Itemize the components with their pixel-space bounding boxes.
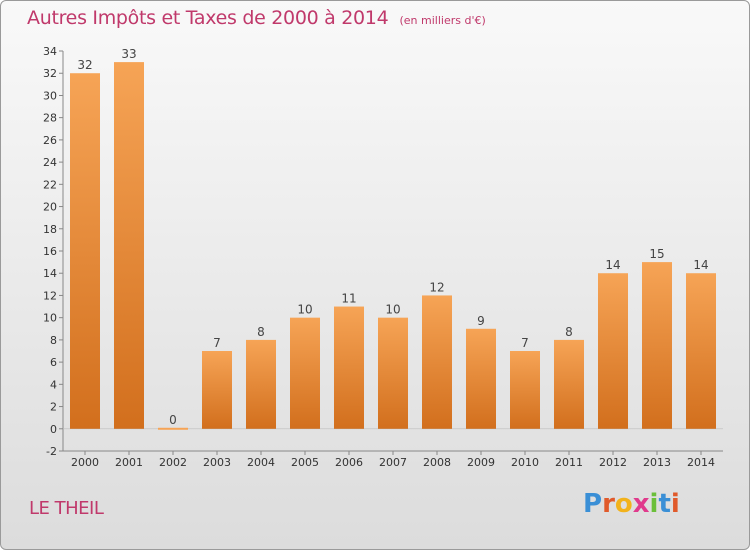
brand-letter: i: [670, 489, 680, 519]
x-tick-label: 2007: [379, 456, 407, 469]
value-label: 8: [257, 325, 265, 339]
y-tick-label: 28: [43, 112, 57, 125]
bar-2013: [642, 262, 672, 429]
value-label: 33: [121, 47, 136, 61]
bar-2002: [158, 427, 188, 430]
y-tick-label: 4: [50, 378, 57, 391]
x-tick-label: 2005: [291, 456, 319, 469]
x-tick-label: 2001: [115, 456, 143, 469]
bar-2010: [510, 351, 540, 429]
value-label: 14: [605, 258, 620, 272]
title-row: Autres Impôts et Taxes de 2000 à 2014 (e…: [27, 7, 486, 29]
labels: 32 2000 33 2001 0 2002 7 2003 8 2004 10 2005 11 2006 1…: [71, 47, 715, 469]
y-tick-label: 6: [50, 356, 57, 369]
value-label: 7: [521, 336, 529, 350]
x-tick-label: 2014: [687, 456, 715, 469]
brand-letter: r: [602, 489, 615, 519]
x-tick-label: 2013: [643, 456, 671, 469]
bar-2011: [554, 339, 584, 429]
brand-letter: i: [649, 489, 659, 519]
value-label: 11: [341, 292, 356, 306]
value-label: 9: [477, 314, 485, 328]
value-label: 32: [77, 58, 92, 72]
value-label: 10: [297, 303, 312, 317]
y-tick-label: 16: [43, 245, 57, 258]
y-tick-label: 18: [43, 223, 57, 236]
y-tick-label: 0: [50, 423, 57, 436]
value-label: 10: [385, 303, 400, 317]
bars: [70, 62, 716, 430]
y-tick-label: 32: [43, 67, 57, 80]
brand-letter: P: [583, 489, 603, 519]
bar-2005: [290, 317, 320, 429]
brand-letter: o: [614, 489, 633, 519]
chart-subtitle: (en milliers d'€): [399, 14, 486, 27]
y-tick-label: 26: [43, 134, 57, 147]
x-tick-label: 2000: [71, 456, 99, 469]
value-label: 14: [693, 258, 708, 272]
value-label: 7: [213, 336, 221, 350]
brand-letter: t: [658, 489, 671, 519]
x-tick-label: 2006: [335, 456, 363, 469]
y-tick-label: 34: [43, 45, 57, 58]
x-tick-label: 2009: [467, 456, 495, 469]
y-tick-label: 20: [43, 201, 57, 214]
location-label: LE THEIL: [29, 498, 104, 519]
y-tick-label: 10: [43, 312, 57, 325]
bar-2009: [466, 328, 496, 429]
value-label: 12: [429, 280, 444, 294]
x-tick-label: 2012: [599, 456, 627, 469]
bar-2012: [598, 273, 628, 429]
y-tick-label: 14: [43, 267, 57, 280]
x-tick-label: 2003: [203, 456, 231, 469]
bar-2008: [422, 295, 452, 429]
x-tick-label: 2010: [511, 456, 539, 469]
brand-letter: x: [632, 489, 650, 519]
y-tick-label: 2: [50, 401, 57, 414]
bar-2007: [378, 317, 408, 429]
value-label: 0: [169, 413, 177, 427]
brand-logo: Proxiti: [583, 489, 680, 519]
bar-2014: [686, 273, 716, 429]
chart-title: Autres Impôts et Taxes de 2000 à 2014: [27, 7, 389, 29]
x-tick-label: 2011: [555, 456, 583, 469]
x-tick-label: 2002: [159, 456, 187, 469]
y-tick-label: 12: [43, 289, 57, 302]
value-label: 15: [649, 247, 664, 261]
bar-2006: [334, 306, 364, 429]
y-tick-label: 8: [50, 334, 57, 347]
y-tick-label: 22: [43, 178, 57, 191]
bar-2001: [114, 62, 144, 429]
x-tick-label: 2004: [247, 456, 275, 469]
bar-2003: [202, 351, 232, 429]
bar-2004: [246, 339, 276, 429]
value-label: 8: [565, 325, 573, 339]
y-tick-label: 24: [43, 156, 57, 169]
y-tick-label: 30: [43, 89, 57, 102]
y-tick-label: -2: [46, 445, 57, 458]
bar-2000: [70, 73, 100, 429]
x-tick-label: 2008: [423, 456, 451, 469]
